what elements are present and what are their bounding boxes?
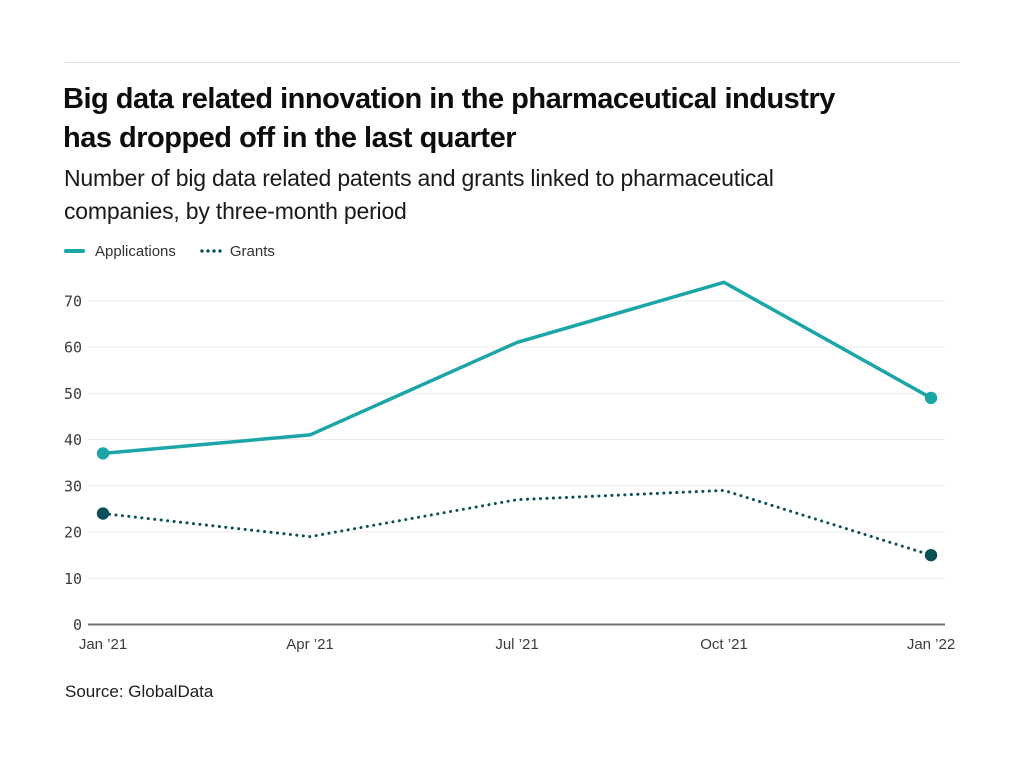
grants-dotted-line-swatch: [198, 249, 222, 253]
chart-subtitle: Number of big data related patents and g…: [64, 162, 774, 228]
legend-label-applications: Applications: [95, 242, 176, 260]
y-tick-label: 20: [64, 524, 82, 542]
applications-solid-line-swatch: [64, 249, 85, 253]
x-tick-label: Jan ’21: [79, 636, 127, 653]
y-tick-label: 10: [64, 570, 82, 588]
chart-title: Big data related innovation in the pharm…: [63, 80, 835, 158]
grants-endpoint-marker: [924, 548, 938, 562]
grants-line: [101, 488, 933, 557]
source-credit: Source: GlobalData: [65, 682, 214, 701]
applications-endpoint-marker: [96, 447, 110, 460]
y-tick-label: 30: [64, 477, 82, 495]
legend-item-applications: Applications: [64, 243, 176, 260]
grants-endpoint-marker: [96, 507, 110, 520]
chart-title-line-2: has dropped off in the last quarter: [63, 122, 516, 154]
x-tick-label: Apr ’21: [286, 636, 334, 653]
top-divider: [65, 62, 960, 63]
applications-endpoint-marker: [924, 391, 938, 405]
legend-item-grants: Grants: [198, 242, 275, 260]
y-tick-label: 50: [64, 385, 82, 403]
chart-subtitle-line-2: companies, by three-month period: [64, 198, 407, 224]
x-tick-label: Jan ’22: [907, 636, 955, 653]
chart-legend: Applications Grants: [64, 242, 275, 260]
legend-label-grants: Grants: [229, 242, 275, 260]
y-tick-label: 70: [64, 292, 82, 310]
y-tick-label: 40: [64, 431, 82, 449]
chart-subtitle-line-1: Number of big data related patents and g…: [64, 165, 774, 191]
y-tick-label: 60: [64, 339, 82, 357]
applications-line: [102, 280, 932, 456]
x-tick-label: Jul ’21: [495, 636, 538, 653]
x-tick-label: Oct ’21: [700, 636, 748, 653]
chart-title-line-1: Big data related innovation in the pharm…: [63, 83, 835, 115]
y-tick-label: 0: [73, 616, 82, 634]
